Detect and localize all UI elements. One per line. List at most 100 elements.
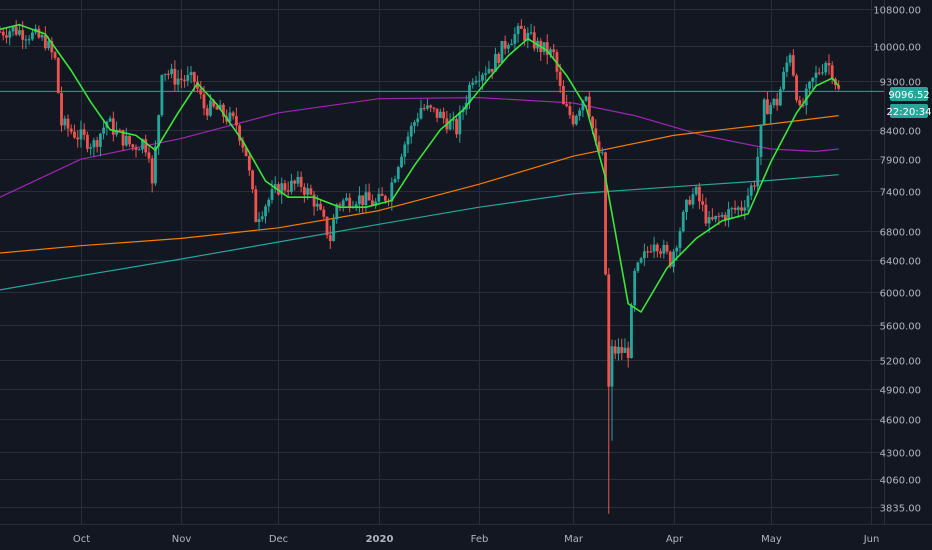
candle-body	[358, 195, 361, 205]
candle	[649, 244, 653, 254]
candle	[646, 246, 650, 258]
candle	[552, 43, 556, 61]
candle	[655, 242, 659, 258]
candle-body	[163, 73, 167, 76]
candle-body	[775, 98, 779, 106]
candle-body	[497, 53, 501, 63]
candle	[455, 116, 458, 139]
candle	[403, 141, 407, 165]
candle	[549, 47, 552, 59]
x-tick-label: Oct	[73, 534, 90, 545]
candle	[519, 19, 523, 29]
candle-body	[458, 112, 462, 135]
candle-body	[160, 75, 164, 116]
candle-body	[231, 112, 235, 117]
candle	[827, 54, 831, 75]
candle-body	[740, 207, 743, 211]
candle	[390, 177, 394, 211]
candle	[568, 101, 572, 119]
candle	[332, 214, 335, 242]
candle-body	[769, 105, 773, 115]
candle-body	[170, 68, 174, 75]
ma-teal-line	[0, 174, 839, 291]
candle-body	[668, 251, 672, 267]
candle	[798, 95, 802, 107]
candle	[516, 22, 520, 43]
candle-body	[808, 81, 811, 89]
time-axis[interactable]: Oct Nov Dec 2020 Feb Mar Apr May Jun	[73, 534, 879, 545]
candle	[565, 94, 569, 108]
candle	[170, 63, 174, 79]
candle	[348, 193, 352, 213]
candle	[102, 119, 106, 140]
candle	[681, 209, 685, 233]
candle-body	[594, 128, 598, 142]
candle-body	[801, 105, 805, 107]
candle	[0, 26, 2, 33]
candle-body	[814, 72, 818, 78]
candle-body	[607, 274, 611, 387]
candle-body	[707, 217, 711, 224]
candle-body	[584, 96, 588, 101]
candle-body	[442, 111, 446, 119]
candle-body	[273, 184, 277, 190]
candle-body	[11, 26, 15, 32]
candle	[50, 37, 54, 60]
candle-body	[8, 31, 12, 38]
candle-body	[27, 39, 31, 41]
candle	[124, 127, 128, 147]
candle	[487, 60, 491, 75]
candle	[325, 216, 329, 239]
candle	[438, 108, 442, 119]
candle-body	[154, 146, 157, 184]
candle-body	[92, 140, 96, 148]
candle-body	[477, 80, 481, 82]
candle-body	[759, 124, 763, 157]
candle	[759, 124, 763, 166]
candle	[727, 201, 730, 228]
candle-body	[218, 104, 222, 110]
candle	[416, 112, 420, 127]
candle	[432, 106, 436, 113]
candle	[66, 114, 70, 137]
candle	[749, 183, 753, 201]
y-tick-label: 4300.00	[880, 449, 921, 460]
candle-body	[791, 55, 795, 76]
current-price-tag	[890, 87, 928, 101]
candle-body	[655, 244, 659, 252]
candle	[484, 66, 488, 81]
candle-body	[523, 28, 526, 41]
candle-body	[73, 131, 76, 138]
candle	[179, 69, 183, 89]
candle-body	[338, 204, 342, 206]
candle-body	[95, 140, 99, 147]
y-tick-label: 3835.00	[880, 504, 921, 515]
candle-body	[283, 183, 287, 191]
candle-body	[396, 167, 400, 179]
candle-body	[76, 137, 80, 140]
candle	[769, 102, 773, 124]
candle-body	[827, 63, 831, 66]
candle	[503, 35, 507, 55]
candle-body	[503, 41, 507, 49]
candle-body	[701, 201, 705, 205]
candle	[688, 195, 692, 206]
candle-body	[257, 219, 261, 223]
candle-body	[176, 78, 180, 85]
candle-body	[260, 216, 264, 220]
candle	[147, 145, 151, 163]
candle-body	[685, 199, 688, 213]
candle-body	[196, 81, 199, 89]
candle-body	[717, 215, 721, 217]
candle-body	[704, 204, 708, 224]
candle	[730, 206, 734, 218]
candle-body	[662, 244, 666, 254]
candle	[205, 104, 209, 121]
candle-body	[471, 82, 475, 85]
candle	[277, 182, 280, 196]
candle-body	[277, 184, 280, 195]
candle	[578, 107, 582, 121]
candle-body	[241, 140, 245, 148]
price-axis[interactable]: 10800.00 10000.00 9300.00 8400.00 7900.00 740…	[873, 6, 921, 515]
